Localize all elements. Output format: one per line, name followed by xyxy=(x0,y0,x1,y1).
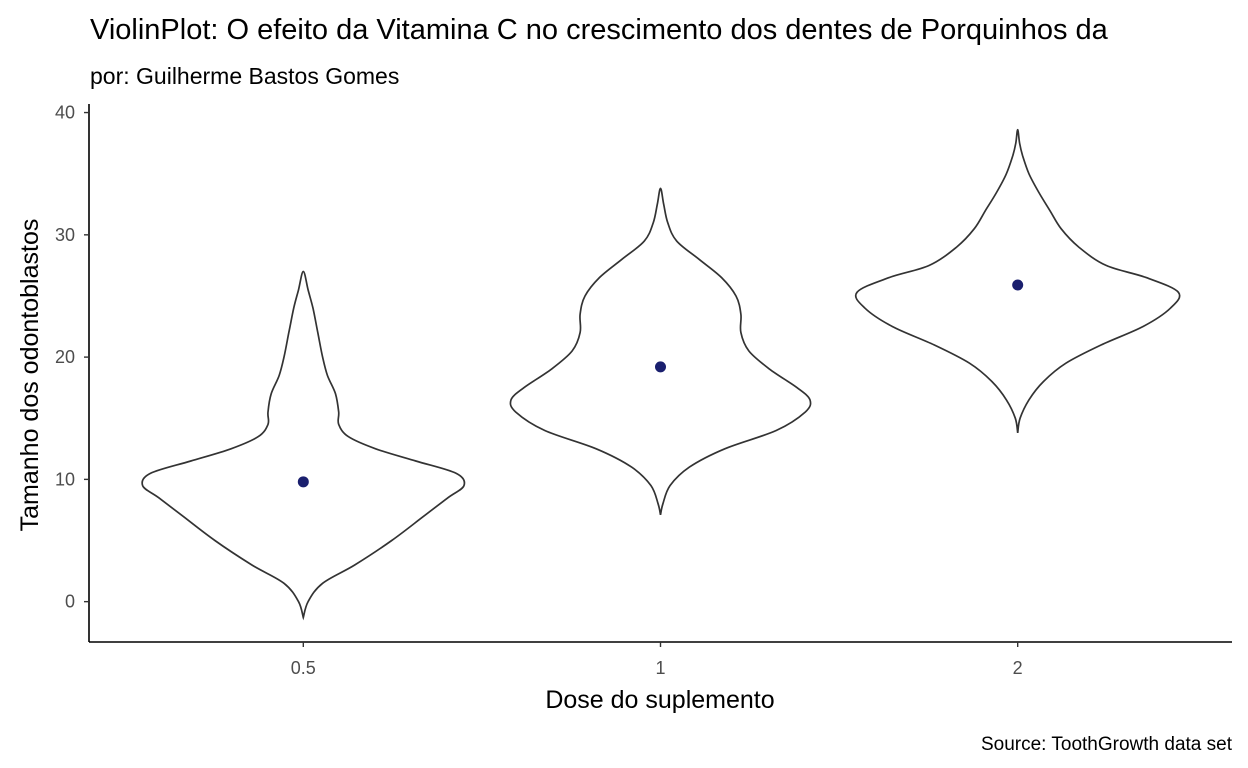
y-tick-label: 40 xyxy=(55,103,75,123)
mean-points-layer xyxy=(297,279,1024,488)
y-tick-label: 0 xyxy=(65,592,75,612)
mean-point-1 xyxy=(655,361,666,373)
mean-point-2 xyxy=(1012,279,1024,291)
x-tick-label: 0.5 xyxy=(291,658,316,678)
violin-0.5 xyxy=(141,270,466,621)
x-axis-ticks: 0.5 1 2 xyxy=(291,642,1023,678)
chart-caption: Source: ToothGrowth data set xyxy=(981,734,1233,755)
x-tick-label: 1 xyxy=(655,658,665,678)
y-tick-label: 10 xyxy=(55,469,75,489)
x-tick-label: 2 xyxy=(1013,658,1023,678)
x-axis-title: Dose do suplemento xyxy=(545,686,774,714)
chart-subtitle: por: Guilherme Bastos Gomes xyxy=(90,63,399,89)
chart-title: ViolinPlot: O efeito da Vitamina C no cr… xyxy=(90,14,1109,46)
violin-1 xyxy=(509,187,812,515)
y-tick-label: 20 xyxy=(55,347,75,367)
violins-layer xyxy=(141,128,1181,621)
y-axis-ticks: 0 10 20 30 40 xyxy=(55,103,89,612)
y-axis-title: Tamanho dos odontoblastos xyxy=(16,219,44,532)
y-tick-label: 30 xyxy=(55,225,75,245)
mean-point-0.5 xyxy=(297,476,309,488)
